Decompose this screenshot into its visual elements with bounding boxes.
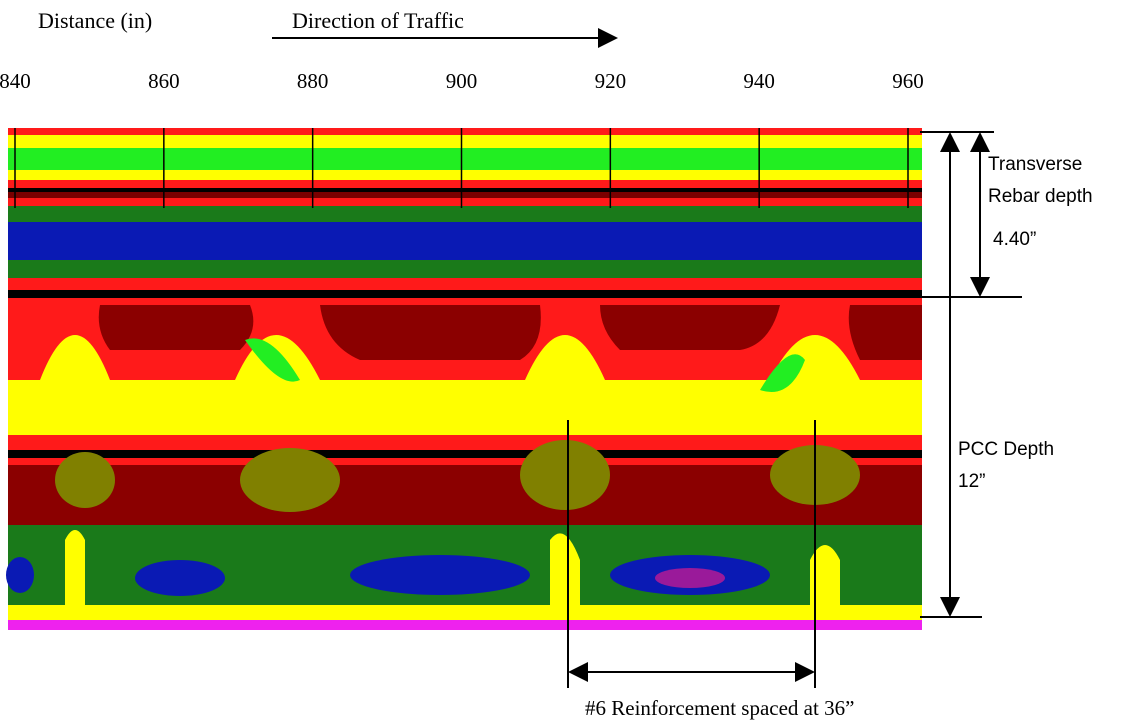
rebar-label: Transverse bbox=[988, 154, 1082, 175]
rebar-depth: 4.40” bbox=[993, 229, 1036, 250]
spacing-label: #6 Reinforcement spaced at 36” bbox=[585, 696, 854, 720]
gpr-scan bbox=[6, 128, 922, 640]
tick-label: 840 bbox=[0, 69, 31, 93]
distance-label: Distance (in) bbox=[38, 8, 152, 33]
figure: Distance (in) Direction of Traffic bbox=[0, 0, 1126, 725]
tick-label: 900 bbox=[446, 69, 478, 93]
pcc-label: PCC Depth bbox=[958, 439, 1054, 460]
direction-label: Direction of Traffic bbox=[292, 8, 464, 33]
tick-label: 960 bbox=[892, 69, 924, 93]
tick-label: 880 bbox=[297, 69, 329, 93]
tick-label: 920 bbox=[595, 69, 627, 93]
rebar-label: Rebar depth bbox=[988, 186, 1093, 207]
tick-label: 860 bbox=[148, 69, 180, 93]
pcc-depth: 12” bbox=[958, 471, 985, 492]
tick-label: 940 bbox=[743, 69, 775, 93]
